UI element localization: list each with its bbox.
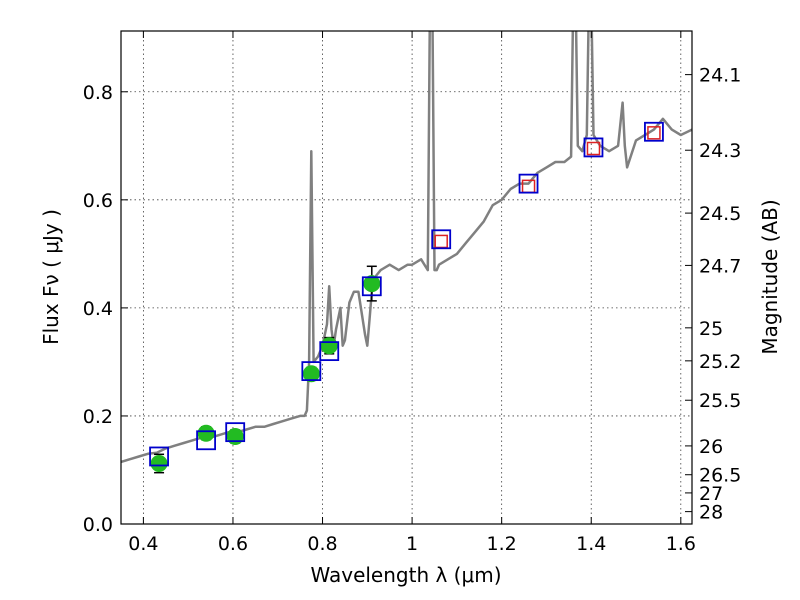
mag-tick-label: 24.1 [699, 65, 741, 87]
upper-limit-box [586, 141, 601, 156]
upper-limit-box [434, 234, 448, 249]
observed-point [363, 275, 381, 293]
axis-ticks: 0.4 0.6 0.8 1 1.2 1.4 1.6 0.0 0.2 0.4 0.6 0.8 24.1 24… [83, 31, 741, 555]
plot-frame [120, 30, 693, 525]
model-box [319, 341, 340, 362]
y-tick-label: 0.0 [83, 514, 113, 536]
y-tick-label: 0.4 [83, 298, 113, 320]
spectrum-line [121, 31, 692, 464]
x-tick-label: 0.6 [218, 533, 248, 555]
x-tick-label: 0.4 [128, 533, 158, 555]
y-axis-title: Flux Fν ( μJy ) [39, 209, 63, 345]
model-box [361, 276, 382, 297]
x-tick-label: 1.2 [487, 533, 517, 555]
model-box [301, 361, 322, 382]
observed-point [320, 337, 338, 355]
observed-point [197, 424, 215, 442]
observed-point [302, 365, 320, 383]
model-box [149, 446, 169, 467]
x-tick-label: 0.8 [307, 533, 337, 555]
model-box [644, 121, 664, 142]
mag-tick-label: 27 [699, 483, 723, 505]
mag-tick-label: 26 [699, 436, 723, 458]
model-box [583, 137, 604, 158]
model-box [225, 422, 246, 443]
mag-tick-label: 25.2 [699, 351, 741, 373]
y-tick-label: 0.6 [83, 190, 113, 212]
observed-point [226, 427, 244, 445]
mag-tick-label: 25 [699, 318, 723, 340]
y2-axis-title: Magnitude (AB) [758, 199, 782, 354]
model-box [196, 430, 216, 451]
upper-limit-box [647, 126, 661, 140]
mag-tick-label: 25.5 [699, 390, 741, 412]
model-box [431, 229, 452, 250]
x-axis-title: Wavelength λ (μm) [310, 563, 501, 587]
mag-tick-label: 26.5 [699, 465, 741, 487]
mag-tick-label: 24.3 [699, 140, 741, 162]
plot-area [121, 31, 692, 474]
y-tick-label: 0.8 [83, 82, 113, 104]
x-tick-label: 1.6 [666, 533, 696, 555]
mag-tick-label: 24.7 [699, 255, 741, 277]
y-tick-label: 0.2 [83, 406, 113, 428]
observed-point [150, 454, 168, 472]
mag-tick-label: 28 [699, 502, 723, 524]
x-tick-label: 1 [406, 533, 418, 555]
model-box [518, 173, 539, 194]
mag-tick-label: 24.5 [699, 203, 741, 225]
x-tick-label: 1.4 [576, 533, 606, 555]
